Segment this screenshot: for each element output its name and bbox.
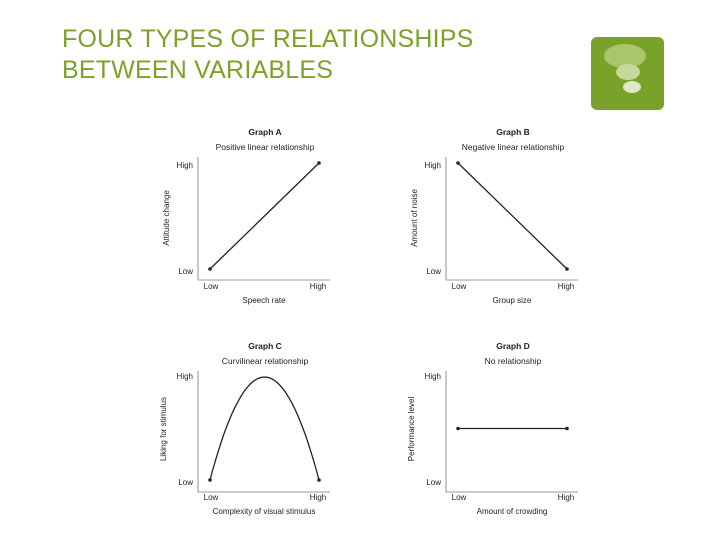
data-point [317,161,321,165]
speech-bubbles-icon [591,37,664,110]
x-axis-label: Amount of crowding [477,507,548,516]
graph-c: Graph C Curvilinear relationship High Lo… [150,334,410,534]
x-tick-low: Low [452,282,467,291]
chart-title: Graph A [248,127,281,137]
slide-title-line-2: BETWEEN VARIABLES [62,56,334,84]
data-point [456,426,460,431]
x-tick-high: High [310,282,326,291]
slide-title-line-1: FOUR TYPES OF RELATIONSHIPS [62,25,474,53]
x-tick-high: High [558,282,574,291]
data-point [565,426,569,431]
chart-subtitle: No relationship [485,356,542,366]
x-tick-high: High [558,493,574,502]
graph-d: Graph D No relationship High Low Low Hig… [398,334,658,534]
y-tick-high: High [177,372,193,381]
series-line [209,376,320,481]
x-tick-low: Low [452,493,467,502]
x-axis-label: Speech rate [242,296,286,305]
y-tick-low: Low [426,267,441,276]
x-tick-low: Low [204,282,219,291]
graph-b: Graph B Negative linear relationship Hig… [398,120,658,320]
slide-title: FOUR TYPES OF RELATIONSHIPS BETWEEN VARI… [62,24,474,86]
y-tick-high: High [425,372,441,381]
graph-b-plot: Graph B Negative linear relationship Hig… [410,127,578,305]
graph-a-plot: Graph A Positive linear relationship Hig… [162,127,330,305]
chart-subtitle: Curvilinear relationship [222,356,309,366]
chart-title: Graph B [496,127,530,137]
x-tick-low: Low [204,493,219,502]
y-axis-label: Performance level [407,397,416,462]
graph-c-plot: Graph C Curvilinear relationship High Lo… [159,341,330,516]
x-axis-label: Complexity of visual stimulus [213,507,316,516]
data-point [208,478,212,482]
chart-title: Graph C [248,341,282,351]
graph-d-plot: Graph D No relationship High Low Low Hig… [407,341,578,516]
data-point [565,267,569,271]
y-tick-high: High [177,161,193,170]
x-axis-label: Group size [493,296,532,305]
y-tick-high: High [425,161,441,170]
graph-a: Graph A Positive linear relationship Hig… [150,120,410,320]
data-point [456,161,460,165]
chart-subtitle: Positive linear relationship [216,142,315,152]
y-axis-label: Attitude change [162,190,171,246]
series-line [457,162,568,270]
x-tick-high: High [310,493,326,502]
y-tick-low: Low [178,267,193,276]
data-point [317,478,321,482]
chart-subtitle: Negative linear relationship [462,142,565,152]
y-tick-low: Low [178,478,193,487]
y-axis-label: Amount of noise [410,189,419,247]
data-point [208,267,212,271]
series-line [209,162,320,270]
y-tick-low: Low [426,478,441,487]
y-axis-label: Liking for stimulus [159,397,168,461]
chart-title: Graph D [496,341,530,351]
